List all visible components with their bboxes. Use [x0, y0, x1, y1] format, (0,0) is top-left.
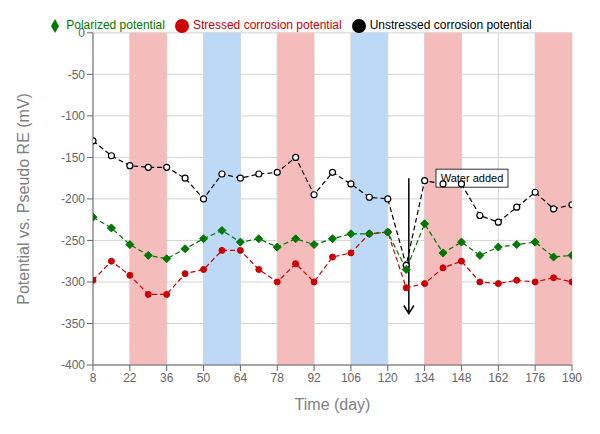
svg-text:-350: -350: [61, 317, 85, 331]
svg-text:148: 148: [451, 371, 471, 385]
svg-text:-50: -50: [68, 68, 86, 82]
svg-text:64: 64: [234, 371, 248, 385]
svg-text:106: 106: [341, 371, 361, 385]
svg-text:0: 0: [78, 26, 85, 40]
svg-text:Potential vs. Pseudo RE (mV): Potential vs. Pseudo RE (mV): [15, 93, 32, 305]
svg-text:-400: -400: [61, 358, 85, 372]
svg-text:176: 176: [525, 371, 545, 385]
svg-text:134: 134: [415, 371, 435, 385]
svg-text:190: 190: [562, 371, 582, 385]
svg-text:78: 78: [271, 371, 285, 385]
svg-text:Water added: Water added: [441, 172, 504, 184]
svg-text:22: 22: [123, 371, 137, 385]
svg-text:120: 120: [378, 371, 398, 385]
svg-text:Time (day): Time (day): [295, 396, 371, 413]
svg-text:162: 162: [488, 371, 508, 385]
svg-text:-150: -150: [61, 151, 85, 165]
svg-text:-100: -100: [61, 109, 85, 123]
svg-text:50: 50: [197, 371, 211, 385]
svg-text:-250: -250: [61, 234, 85, 248]
svg-text:8: 8: [90, 371, 97, 385]
svg-text:92: 92: [307, 371, 321, 385]
svg-text:-300: -300: [61, 275, 85, 289]
svg-text:36: 36: [160, 371, 174, 385]
svg-text:-200: -200: [61, 192, 85, 206]
